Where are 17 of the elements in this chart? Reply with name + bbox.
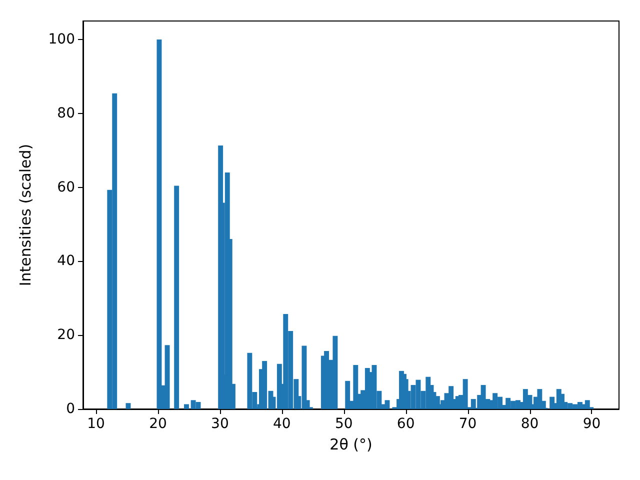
y-axis-title: Intensities (scaled) — [16, 144, 34, 286]
y-tick-label: 0 — [66, 401, 75, 417]
y-tick-label: 40 — [57, 253, 75, 270]
x-tick-label: 20 — [149, 416, 167, 432]
x-tick-label: 80 — [520, 416, 539, 432]
x-tick-label: 30 — [211, 416, 229, 432]
y-tick-label: 60 — [57, 179, 75, 196]
x-axis-title: 2θ (°) — [330, 436, 372, 454]
y-tick-label: 20 — [57, 327, 75, 344]
y-tick-label: 80 — [57, 105, 75, 122]
x-tick-label: 60 — [396, 416, 415, 432]
x-tick-label: 90 — [582, 416, 601, 432]
x-tick-label: 70 — [458, 416, 477, 432]
x-tick-label: 40 — [272, 416, 291, 432]
x-tick-label: 50 — [334, 416, 353, 432]
y-tick-label: 100 — [48, 31, 75, 48]
x-tick-label: 10 — [87, 416, 105, 432]
